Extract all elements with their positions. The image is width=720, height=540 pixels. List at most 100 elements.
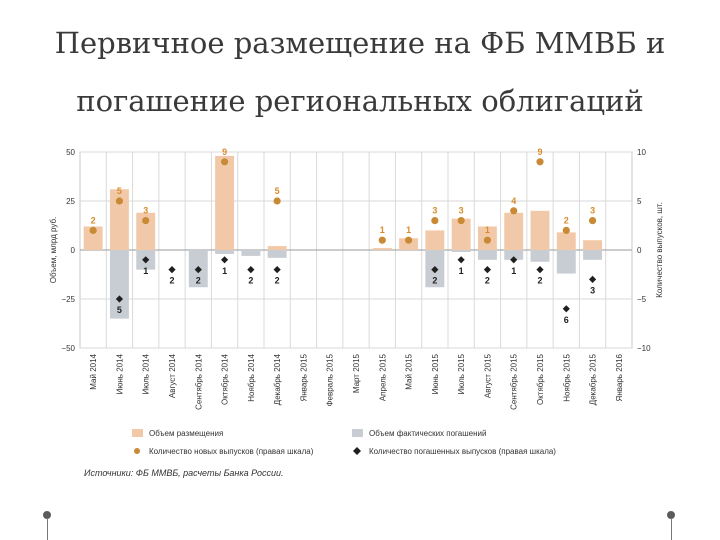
y2-tick-label: 5 <box>637 197 642 206</box>
x-tick-label: Июль 2015 <box>457 353 466 394</box>
point-repaid-issues <box>536 266 544 274</box>
label-new-issues: 4 <box>511 196 516 206</box>
bar-repayment <box>267 250 287 258</box>
x-tick-label: Январь 2016 <box>615 353 624 401</box>
bar-repayment <box>477 250 497 260</box>
bar-repayment <box>451 250 471 252</box>
label-new-issues: 3 <box>459 206 464 216</box>
x-tick-label: Февраль 2015 <box>326 353 335 406</box>
point-repaid-issues <box>457 256 465 264</box>
bar-placement <box>372 248 392 250</box>
label-repaid-issues: 2 <box>485 276 490 286</box>
decor-line-right <box>671 518 672 540</box>
bar-placement <box>556 232 576 250</box>
x-tick-label: Октябрь 2015 <box>536 353 545 405</box>
label-new-issues: 9 <box>222 147 227 157</box>
x-tick-label: Июнь 2015 <box>431 353 440 394</box>
label-new-issues: 5 <box>117 186 122 196</box>
x-tick-label: Август 2015 <box>483 353 492 398</box>
bar-placement <box>399 238 419 250</box>
point-repaid-issues <box>562 305 570 313</box>
point-new-issues <box>457 217 465 225</box>
label-new-issues: 3 <box>590 206 595 216</box>
label-new-issues: 3 <box>143 206 148 216</box>
label-new-issues: 1 <box>485 225 490 235</box>
decor-line-left <box>47 518 48 540</box>
y-tick-label: 25 <box>66 197 75 206</box>
x-tick-label: Сентябрь 2014 <box>194 353 203 409</box>
x-tick-label: Май 2014 <box>89 353 98 389</box>
bar-placement <box>530 210 550 250</box>
label-repaid-issues: 1 <box>143 266 148 276</box>
point-new-issues <box>483 236 492 244</box>
legend-label: Объем размещения <box>149 429 223 438</box>
y-tick-label: −25 <box>61 295 75 304</box>
point-new-issues <box>588 217 597 225</box>
y2-tick-label: 10 <box>637 148 646 157</box>
point-repaid-issues <box>273 266 281 274</box>
point-repaid-issues <box>168 266 176 274</box>
x-tick-label: Май 2015 <box>405 353 414 389</box>
point-repaid-issues <box>115 295 124 303</box>
y-tick-label: 0 <box>71 246 76 255</box>
label-repaid-issues: 1 <box>459 266 464 276</box>
label-new-issues: 5 <box>275 186 280 196</box>
point-repaid-issues <box>247 266 255 274</box>
bar-placement <box>136 212 156 250</box>
point-repaid-issues <box>431 266 439 274</box>
label-new-issues: 3 <box>432 206 437 216</box>
label-new-issues: 2 <box>564 215 569 225</box>
bar-repayment <box>583 250 603 260</box>
label-repaid-issues: 5 <box>117 305 122 315</box>
y2-tick-label: −10 <box>637 344 651 353</box>
label-repaid-issues: 2 <box>248 276 253 286</box>
x-tick-label: Август 2014 <box>168 353 177 398</box>
x-tick-label: Апрель 2015 <box>378 353 387 401</box>
x-tick-label: Октябрь 2014 <box>221 353 230 405</box>
point-new-issues <box>404 236 413 244</box>
x-tick-label: Январь 2015 <box>299 353 308 401</box>
label-repaid-issues: 1 <box>511 266 516 276</box>
label-new-issues: 2 <box>91 215 96 225</box>
x-tick-label: Март 2015 <box>352 353 361 393</box>
x-tick-label: Июль 2014 <box>142 353 151 394</box>
label-repaid-issues: 2 <box>196 276 201 286</box>
point-new-issues <box>115 197 124 205</box>
legend-label: Объем фактических погашений <box>369 429 486 438</box>
legend-label: Количество погашенных выпусков (правая ш… <box>369 447 556 456</box>
point-repaid-issues <box>483 266 492 274</box>
label-new-issues: 1 <box>380 225 385 235</box>
point-new-issues <box>562 226 570 234</box>
bar-repayment <box>556 250 576 274</box>
point-new-issues <box>510 207 518 215</box>
slide-title-line-1: Первичное размещение на ФБ ММВБ и <box>54 26 666 60</box>
x-tick-label: Ноябрь 2014 <box>247 353 256 401</box>
x-tick-label: Сентябрь 2015 <box>510 353 519 409</box>
bar-repayment <box>504 250 524 260</box>
point-repaid-issues <box>220 256 229 264</box>
y2-tick-label: −5 <box>637 295 647 304</box>
y2-axis-label: Количество выпусков, шт. <box>655 202 664 298</box>
point-repaid-issues <box>510 256 518 264</box>
bar-placement <box>267 246 287 250</box>
bar-placement <box>583 240 603 250</box>
legend-swatch <box>353 447 361 455</box>
point-new-issues <box>220 158 229 166</box>
bar-placement <box>83 226 103 250</box>
bar-repayment <box>530 250 550 262</box>
y-axis-label: Объем, млрд руб. <box>49 217 58 284</box>
bar-repayment <box>215 250 235 254</box>
decor-dot-left <box>43 511 51 519</box>
chart-source-note: Источники: ФБ ММВБ, расчеты Банка России… <box>84 468 284 478</box>
legend-label: Количество новых выпусков (правая шкала) <box>149 447 314 456</box>
slide-title-line-2: погашение региональных облигаций <box>76 84 644 118</box>
label-repaid-issues: 2 <box>432 276 437 286</box>
x-tick-label: Декабрь 2014 <box>273 353 282 405</box>
point-new-issues <box>431 217 439 225</box>
label-repaid-issues: 2 <box>537 276 542 286</box>
legend-swatch <box>352 429 363 437</box>
bar-placement <box>504 212 524 250</box>
decor-dot-right <box>667 511 675 519</box>
y-tick-label: 50 <box>66 148 75 157</box>
point-repaid-issues <box>194 266 202 274</box>
